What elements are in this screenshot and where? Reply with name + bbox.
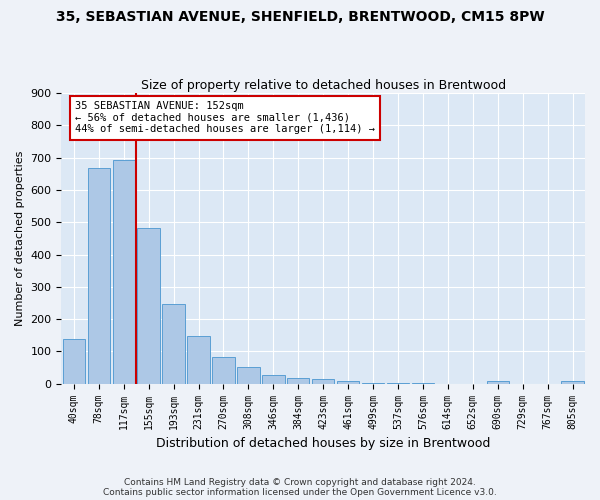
- Text: 35, SEBASTIAN AVENUE, SHENFIELD, BRENTWOOD, CM15 8PW: 35, SEBASTIAN AVENUE, SHENFIELD, BRENTWO…: [56, 10, 544, 24]
- Y-axis label: Number of detached properties: Number of detached properties: [15, 150, 25, 326]
- Bar: [312, 380, 334, 384]
- Title: Size of property relative to detached houses in Brentwood: Size of property relative to detached ho…: [140, 79, 506, 92]
- Bar: [212, 356, 235, 384]
- Bar: [562, 381, 584, 384]
- Bar: [187, 336, 210, 384]
- Bar: [337, 382, 359, 384]
- Bar: [237, 367, 260, 384]
- Text: 35 SEBASTIAN AVENUE: 152sqm
← 56% of detached houses are smaller (1,436)
44% of : 35 SEBASTIAN AVENUE: 152sqm ← 56% of det…: [75, 101, 375, 134]
- Bar: [137, 228, 160, 384]
- Bar: [113, 160, 135, 384]
- X-axis label: Distribution of detached houses by size in Brentwood: Distribution of detached houses by size …: [156, 437, 490, 450]
- Text: Contains HM Land Registry data © Crown copyright and database right 2024.
Contai: Contains HM Land Registry data © Crown c…: [103, 478, 497, 497]
- Bar: [262, 375, 284, 384]
- Bar: [387, 383, 409, 384]
- Bar: [487, 381, 509, 384]
- Bar: [362, 382, 384, 384]
- Bar: [287, 378, 310, 384]
- Bar: [62, 340, 85, 384]
- Bar: [163, 304, 185, 384]
- Bar: [88, 168, 110, 384]
